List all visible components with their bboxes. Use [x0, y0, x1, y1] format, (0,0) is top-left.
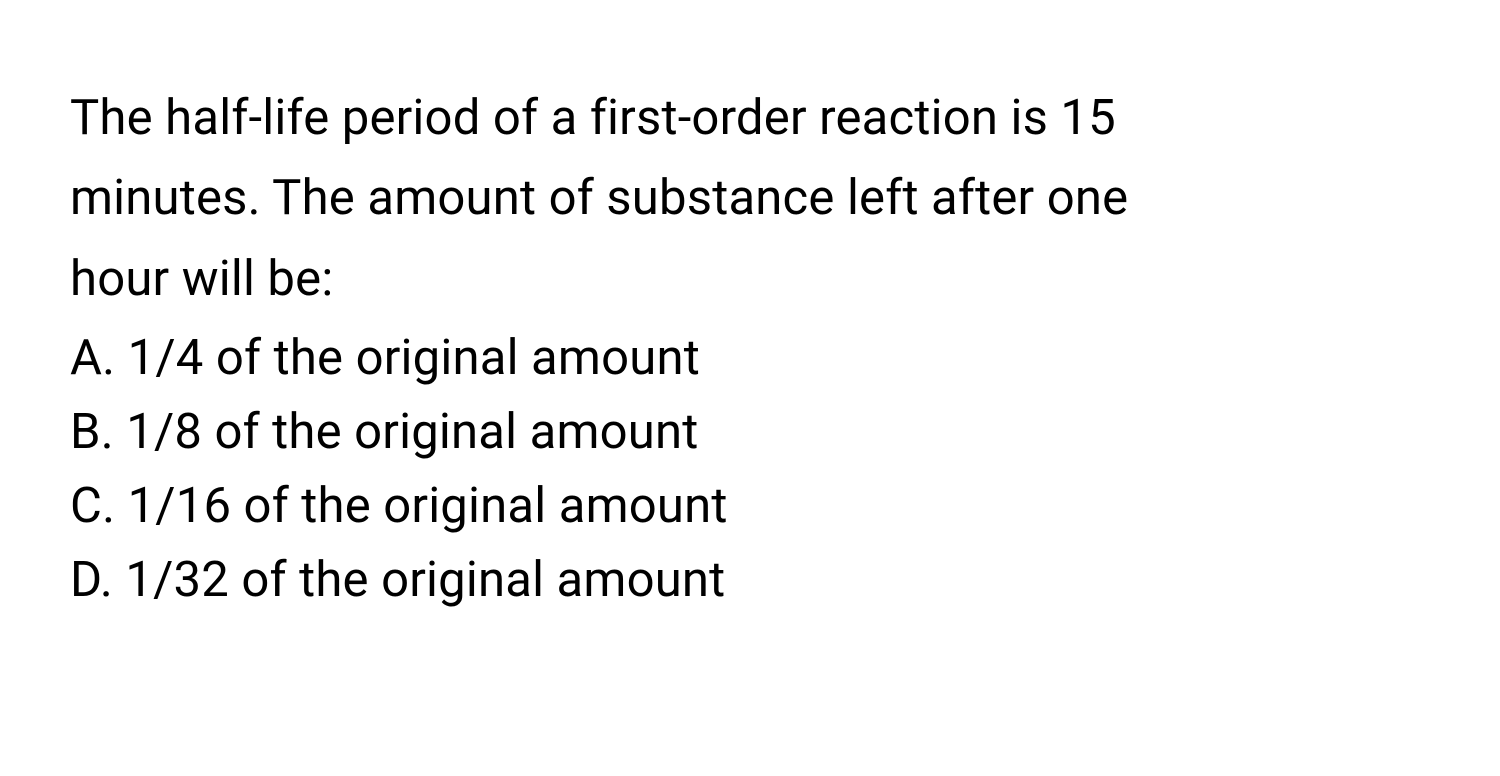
- question-container: The half-life period of a first-order re…: [0, 0, 1500, 617]
- option-c: C. 1/16 of the original amount: [70, 469, 1430, 543]
- option-a: A. 1/4 of the original amount: [70, 321, 1430, 395]
- question-text-line-2: minutes. The amount of substance left af…: [70, 158, 1430, 238]
- question-text-line-1: The half-life period of a first-order re…: [70, 78, 1430, 158]
- option-d: D. 1/32 of the original amount: [70, 543, 1430, 617]
- question-text-line-3: hour will be:: [70, 239, 1430, 319]
- options-list: A. 1/4 of the original amount B. 1/8 of …: [70, 321, 1430, 617]
- option-b: B. 1/8 of the original amount: [70, 395, 1430, 469]
